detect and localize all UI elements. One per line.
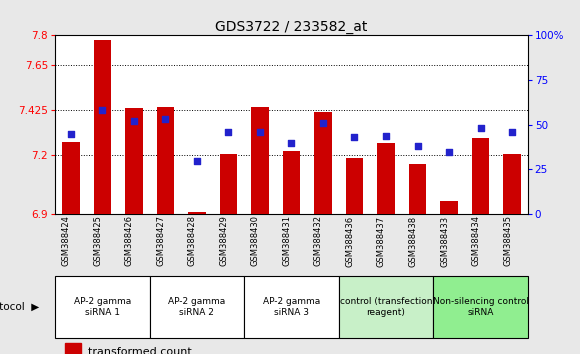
Text: AP-2 gamma
siRNA 2: AP-2 gamma siRNA 2 xyxy=(168,297,226,317)
Point xyxy=(66,131,75,137)
Point xyxy=(413,143,422,149)
Bar xyxy=(64,343,81,354)
Bar xyxy=(346,158,363,214)
Text: GSM388424: GSM388424 xyxy=(62,215,71,266)
Point xyxy=(255,129,264,135)
Point xyxy=(318,120,328,126)
Text: GSM388428: GSM388428 xyxy=(188,215,197,267)
Bar xyxy=(244,276,339,338)
Text: GSM388435: GSM388435 xyxy=(503,215,512,267)
Text: transformed count: transformed count xyxy=(88,347,192,354)
Text: GSM388434: GSM388434 xyxy=(472,215,480,267)
Bar xyxy=(188,212,205,214)
Text: GSM388426: GSM388426 xyxy=(125,215,134,267)
Point xyxy=(287,140,296,145)
Text: protocol  ▶: protocol ▶ xyxy=(0,302,39,312)
Point xyxy=(129,118,139,124)
Text: GSM388431: GSM388431 xyxy=(282,215,291,267)
Text: GSM388438: GSM388438 xyxy=(408,215,418,267)
Text: GSM388433: GSM388433 xyxy=(440,215,449,267)
Bar xyxy=(220,154,237,214)
Bar xyxy=(472,138,489,214)
Bar xyxy=(125,108,143,214)
Bar xyxy=(503,154,521,214)
Bar xyxy=(55,276,150,338)
Bar xyxy=(314,112,332,214)
Text: GSM388430: GSM388430 xyxy=(251,215,260,267)
Bar xyxy=(409,164,426,214)
Text: GSM388425: GSM388425 xyxy=(93,215,103,266)
Bar xyxy=(150,276,244,338)
Text: GSM388432: GSM388432 xyxy=(314,215,323,267)
Bar xyxy=(433,276,528,338)
Point xyxy=(192,158,201,164)
Point xyxy=(381,133,390,138)
Text: control (transfection
reagent): control (transfection reagent) xyxy=(340,297,432,317)
Point xyxy=(224,129,233,135)
Point xyxy=(476,126,485,131)
Point xyxy=(161,116,170,122)
Text: GSM388436: GSM388436 xyxy=(346,215,354,267)
Text: AP-2 gamma
siRNA 1: AP-2 gamma siRNA 1 xyxy=(74,297,131,317)
Text: AP-2 gamma
siRNA 3: AP-2 gamma siRNA 3 xyxy=(263,297,320,317)
Text: GSM388427: GSM388427 xyxy=(157,215,165,267)
Bar xyxy=(157,107,174,214)
Point xyxy=(444,149,454,154)
Bar xyxy=(251,107,269,214)
Text: GSM388437: GSM388437 xyxy=(377,215,386,267)
Point xyxy=(350,135,359,140)
Bar xyxy=(339,276,433,338)
Bar xyxy=(283,150,300,214)
Title: GDS3722 / 233582_at: GDS3722 / 233582_at xyxy=(215,21,368,34)
Point xyxy=(97,108,107,113)
Bar xyxy=(378,143,394,214)
Point xyxy=(508,129,517,135)
Bar xyxy=(440,201,458,214)
Text: Non-silencing control
siRNA: Non-silencing control siRNA xyxy=(433,297,528,317)
Bar xyxy=(94,40,111,214)
Text: GSM388429: GSM388429 xyxy=(219,215,229,266)
Bar xyxy=(62,142,79,214)
